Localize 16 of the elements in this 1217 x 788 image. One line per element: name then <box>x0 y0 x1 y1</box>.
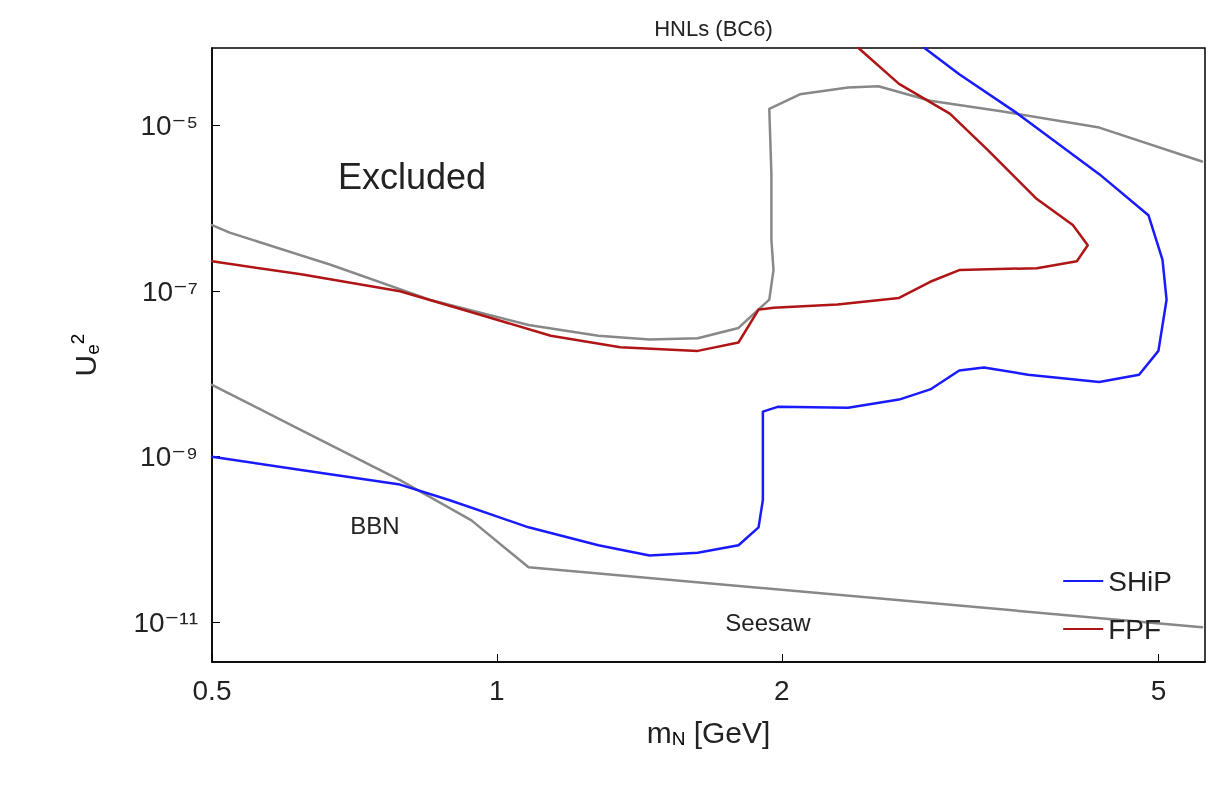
y-tick-label: 10⁻¹¹ <box>133 606 198 638</box>
annotation: Excluded <box>337 155 487 197</box>
y-tick-label: 10⁻⁹ <box>140 441 198 473</box>
y-axis-title: Ue2 <box>67 333 103 377</box>
x-tick-label: 2 <box>774 674 790 706</box>
legend-label: SHiP <box>1108 565 1172 597</box>
y-tick-label: 10⁻⁷ <box>141 275 198 307</box>
x-tick-label: 1 <box>489 674 505 706</box>
chart-title: HNLs (BC6) <box>654 15 773 41</box>
x-tick-label: 0.5 <box>192 674 232 706</box>
legend-label: FPF <box>1108 613 1162 645</box>
x-axis-title: mN [GeV] <box>646 716 771 749</box>
annotation: Seesaw <box>725 608 812 636</box>
x-tick-label: 5 <box>1150 674 1167 706</box>
annotation: BBN <box>350 511 400 539</box>
y-tick-label: 10⁻⁵ <box>140 110 198 142</box>
